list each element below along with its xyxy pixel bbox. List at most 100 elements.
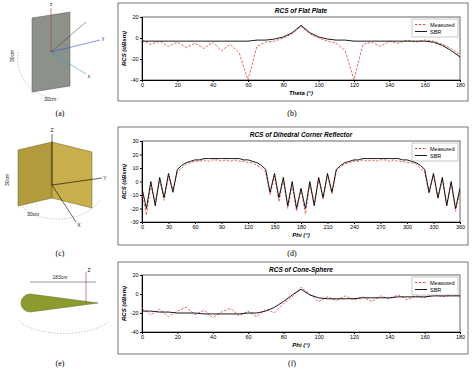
tick: 0 xyxy=(135,179,142,185)
legend-swatch xyxy=(415,289,427,290)
x-axis-title: Phi (°) xyxy=(292,342,309,348)
legend-box xyxy=(412,19,458,37)
tick-label: 140 xyxy=(385,334,394,340)
tick: 0 xyxy=(141,332,144,340)
tick: 0 xyxy=(141,222,144,230)
tick-label: 140 xyxy=(385,82,394,88)
tick-label: 20 xyxy=(132,14,138,20)
tick: 60 xyxy=(245,332,251,340)
tick: 180 xyxy=(297,222,306,230)
tick-label: 0 xyxy=(141,334,144,340)
axis-x xyxy=(51,52,86,74)
axis-line xyxy=(143,81,461,83)
tick-label: 60 xyxy=(192,224,198,230)
tick-label: 30 xyxy=(166,224,172,230)
tick-label: 10 xyxy=(132,165,138,171)
x-axis: 020406080100120140160180 xyxy=(141,80,465,88)
tick-label: 0 xyxy=(135,291,138,297)
tick-label: 0 xyxy=(135,35,138,41)
legend-swatch xyxy=(415,155,427,156)
tick-label: 100 xyxy=(315,82,324,88)
tick: 140 xyxy=(385,80,394,88)
tick-mark xyxy=(140,294,142,295)
chart: 0306090120150180210240270300330360-30-20… xyxy=(118,127,468,245)
tick-label: 120 xyxy=(244,224,253,230)
tick: 80 xyxy=(281,332,287,340)
illustration-label: y xyxy=(102,35,105,41)
tick-mark xyxy=(140,209,142,210)
tick-mark xyxy=(140,195,142,196)
tick: 0 xyxy=(135,291,142,297)
tick: 240 xyxy=(350,222,359,230)
y-axis: -40-20020 xyxy=(131,272,143,335)
legend-swatch xyxy=(415,282,427,283)
tick-label: 160 xyxy=(421,334,430,340)
tick-mark xyxy=(140,222,142,223)
x-axis-title: Phi (°) xyxy=(292,232,309,238)
legend-label: Measured xyxy=(430,280,454,286)
legend-label: SBR xyxy=(430,153,441,159)
tick-label: 120 xyxy=(350,334,359,340)
tick-label: 20 xyxy=(175,82,181,88)
tick: 0 xyxy=(141,80,144,88)
tick-label: 330 xyxy=(429,224,438,230)
illustration-label: x xyxy=(88,73,91,79)
tick: 140 xyxy=(385,332,394,340)
tick: 300 xyxy=(403,222,412,230)
illustration-label: 30cm xyxy=(9,50,15,62)
tick-label: 40 xyxy=(210,334,216,340)
axis-z xyxy=(51,8,52,52)
plot-area xyxy=(142,159,460,216)
illustrations: zyx30cm30cmZYX30cm30cm183cmZ xyxy=(4,1,108,333)
illustration-label: 30cm xyxy=(27,211,39,217)
arc xyxy=(18,320,108,333)
tick-label: -40 xyxy=(131,329,139,335)
tick-mark xyxy=(140,313,142,314)
illustration-label: Z xyxy=(50,127,53,133)
axis-z xyxy=(52,134,53,185)
tick-label: 240 xyxy=(350,224,359,230)
dihedral-face xyxy=(18,142,52,206)
tick-label: 90 xyxy=(219,224,225,230)
illustration-label: 30cm xyxy=(44,96,56,102)
tick-label: 60 xyxy=(245,334,251,340)
tick: 330 xyxy=(429,222,438,230)
tick-label: 300 xyxy=(403,224,412,230)
tick-label: 120 xyxy=(350,82,359,88)
tick: -40 xyxy=(131,77,142,83)
tick: 20 xyxy=(132,272,142,278)
tick-label: 210 xyxy=(323,224,332,230)
background xyxy=(0,0,474,373)
tick: -10 xyxy=(131,192,142,198)
tick: 80 xyxy=(281,80,287,88)
y-axis-title: RCS (dBsm) xyxy=(121,164,127,199)
tick-mark xyxy=(140,80,142,81)
legend-label: Measured xyxy=(430,22,454,28)
tick: 160 xyxy=(421,332,430,340)
illustration-label: z xyxy=(50,1,53,7)
tick-label: 20 xyxy=(132,272,138,278)
illustration-label: 30cm xyxy=(4,174,10,186)
tick: 10 xyxy=(132,165,142,171)
tick: -40 xyxy=(131,329,142,335)
tick-label: 80 xyxy=(281,334,287,340)
tick-label: -20 xyxy=(131,56,139,62)
legend: MeasuredSBR xyxy=(412,277,458,295)
legend-swatch xyxy=(415,24,427,25)
tick: 60 xyxy=(245,80,251,88)
tick-label: 270 xyxy=(376,224,385,230)
chart-title: RCS of Flat Plate xyxy=(275,7,328,14)
x-axis: 0306090120150180210240270300330360 xyxy=(141,222,465,230)
tick-label: -30 xyxy=(131,219,139,225)
panel-label: (d) xyxy=(287,249,297,258)
tick-label: 0 xyxy=(141,82,144,88)
axis-line xyxy=(143,333,461,335)
tick-label: 150 xyxy=(270,224,279,230)
tick: -20 xyxy=(131,206,142,212)
illustration-label: Y xyxy=(103,175,107,181)
tick: 120 xyxy=(350,80,359,88)
tick-mark xyxy=(140,168,142,169)
chart-box xyxy=(118,262,468,354)
tick: 30 xyxy=(166,222,172,230)
tick: 0 xyxy=(135,35,142,41)
